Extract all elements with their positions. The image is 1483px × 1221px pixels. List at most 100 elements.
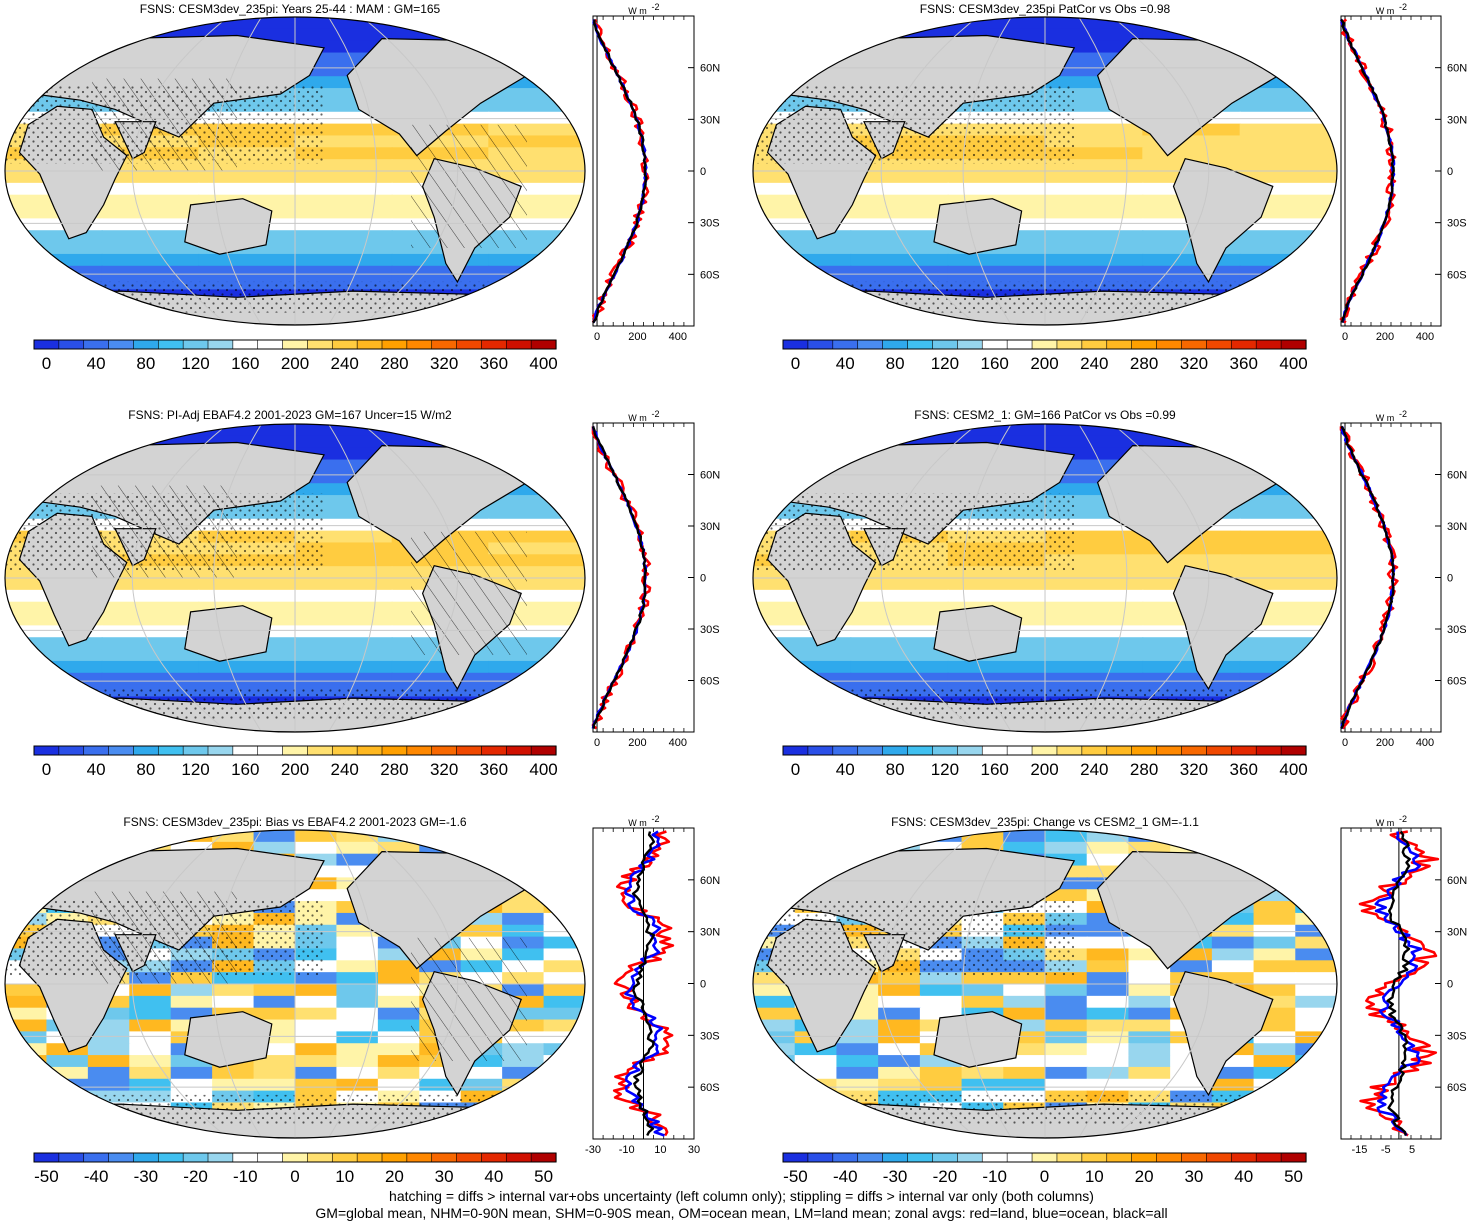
color-band [543,1019,585,1033]
color-band [543,1043,585,1057]
color-band [1170,1126,1213,1138]
color-band [1239,28,1337,42]
colorbar-swatch [957,1152,983,1163]
color-band [947,660,1046,674]
color-band [488,301,585,315]
color-band [753,649,852,662]
panel-title: FSNS: CESM3dev_235pi: Change vs CESM2_1 … [891,815,1199,829]
color-band [1003,841,1046,855]
color-band [1253,1102,1297,1116]
zonal-lat-label: 0 [1447,573,1453,585]
color-band [5,1102,48,1116]
color-band [377,1055,421,1068]
zonal-unit: W m [628,6,647,16]
colorbar-swatch [331,1152,358,1163]
color-band [1295,1126,1337,1138]
color-band [5,435,103,449]
colorbar: -50 -40 -30 -20 -10 0 10 20 30 40 50 [33,1152,557,1186]
colorbar-label: 80 [136,354,155,373]
color-band [295,218,393,232]
zonal-mean-plot: W m -2 60N 30N 0 30S 60S 0 200 400 [1339,2,1467,343]
colorbar-label: -20 [933,1167,958,1186]
color-band [1239,530,1337,544]
color-band [1045,637,1144,651]
colorbar-label: -50 [34,1167,59,1186]
color-band [1239,625,1337,639]
color-band [1239,424,1337,437]
color-band [87,1066,131,1080]
color-band [850,424,949,437]
color-band [295,230,393,244]
color-band [836,1126,880,1138]
color-band [488,506,585,520]
color-band [836,1031,880,1045]
zonal-x-label: 200 [628,737,646,749]
colorbar-swatch [182,745,209,756]
color-band [543,830,585,843]
color-band [850,613,949,627]
color-band [5,877,48,891]
color-band [1253,1114,1297,1128]
color-band [543,995,585,1009]
color-band [753,242,852,255]
color-band [1295,948,1337,962]
greenland-landmass [1272,22,1321,64]
zonal-lat-label: 0 [700,979,706,991]
map-border [4,829,586,1139]
zonal-unit: W m [1376,818,1395,828]
color-band [460,1066,504,1080]
color-band [1128,1078,1172,1092]
color-band [1295,1078,1337,1092]
zonal-unit: W m [1376,6,1395,16]
stipple-overlay [753,493,1075,571]
color-band [87,830,131,843]
color-band [1003,984,1046,997]
color-band [1239,435,1337,449]
colorbar-label: 120 [931,354,959,373]
color-band [878,1066,921,1080]
colorbar-swatch [431,1152,458,1163]
map-field [5,830,585,1138]
color-band [850,17,949,30]
zonal-lat-label: 60N [1447,470,1467,482]
longitude-line [132,17,229,325]
color-band [5,995,48,1009]
color-band [1086,972,1130,985]
colorbar-label: 200 [1030,760,1058,779]
colorbar-label: 120 [181,354,209,373]
color-band [377,830,421,843]
zonal-lat-label: 60N [700,63,720,75]
zonal-mean-plot: W m -2 60N 30N 0 30S 60S 0 200 400 [591,409,720,749]
color-band [336,1066,379,1080]
colorbar-swatch [83,339,110,350]
color-band [5,708,103,722]
zonal-lat-label: 30N [700,114,720,126]
color-band [753,984,796,997]
color-band [1086,841,1130,855]
colorbar-swatch [33,339,60,350]
color-band [1239,17,1337,30]
color-band [947,672,1046,686]
colorbar-swatch [157,339,184,350]
color-band [961,1066,1005,1080]
color-band [753,1102,796,1116]
zonal-lat-label: 30S [1447,624,1467,636]
color-band [1295,1031,1337,1045]
longitude-line [328,830,377,1138]
zonal-lat-label: 30S [1447,218,1467,230]
color-band [1239,720,1337,732]
color-band [101,578,200,591]
colorbar-label: 160 [231,760,259,779]
colorbar-frame [782,339,1307,350]
colorbar-swatch [257,339,284,350]
south-america-landmass [1172,971,1274,1097]
colorbar-label: 160 [231,354,259,373]
color-band [1239,696,1337,710]
longitude-line [1112,424,1210,732]
zonal-lat-label: 30N [700,927,720,939]
color-band [1253,1126,1297,1138]
color-band [850,313,949,325]
colorbar-swatch [857,745,884,756]
colorbar-swatch [257,745,284,756]
color-band [1239,218,1337,232]
